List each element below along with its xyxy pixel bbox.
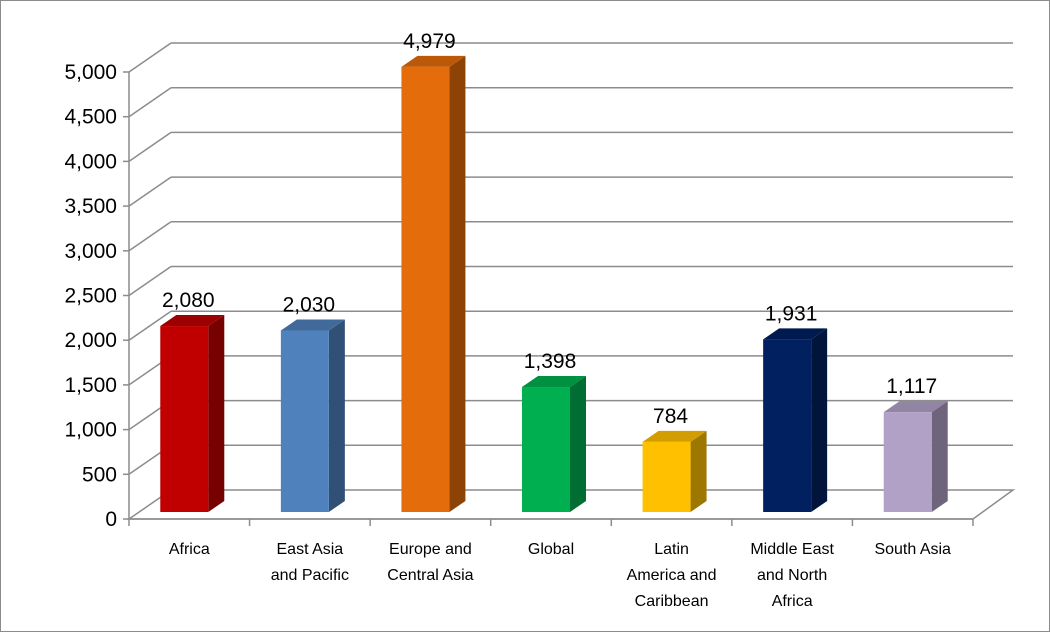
bar-side [208,315,225,512]
gridline-diag [128,176,172,207]
data-label: 784 [653,405,688,428]
x-tick-label-line: Caribbean [635,593,709,610]
y-tick-label: 4,500 [64,106,117,129]
x-tick-label: Latin America and Caribbean [627,541,717,610]
x-tick-label-line: Africa [169,541,210,558]
bar-front [160,326,209,512]
bar-top [642,430,707,442]
gridline-diag [128,131,172,163]
x-tick-label: Africa [169,541,210,558]
x-tick-label-line: South Asia [874,541,951,558]
bar-front [763,339,812,512]
bar [401,55,466,512]
gridline-diag [128,42,172,73]
gridline-diag [128,221,172,252]
x-tick-label-line: Latin [654,541,689,558]
bar-front [401,66,450,512]
bar-top [763,328,828,340]
gridline-diag [128,87,172,118]
y-tick-label: 3,000 [64,240,117,263]
data-label: 2,080 [162,289,215,312]
bar-side [811,328,828,512]
bar-side [931,401,948,512]
bar-top [522,376,586,388]
y-tick-label: 500 [82,463,117,486]
data-label: 1,398 [524,350,577,373]
bar-side [690,430,707,512]
x-tick-label-line: Global [528,541,574,558]
bar-side [570,376,586,512]
bar [642,430,707,512]
y-tick-label: 1,000 [64,419,117,442]
x-tick-label: Global [528,541,574,558]
bar-front [883,412,932,512]
y-tick-label: 5,000 [64,61,117,84]
x-tick-label-line: Middle East [750,541,834,558]
y-tick-label: 4,000 [64,150,117,173]
bar-top [401,55,466,67]
gridline-diag [128,310,172,341]
bar-side [328,319,345,512]
data-label: 2,030 [283,294,336,317]
bar-front [280,330,329,512]
gridline-diag [128,265,172,297]
y-tick-label: 3,500 [64,195,117,218]
y-tick-label: 2,500 [64,285,117,308]
y-tick-label: 2,000 [64,329,117,352]
bar [280,319,345,512]
x-tick-label-line: and North [757,567,827,584]
bar [160,315,225,512]
x-tick-label: Middle East and North Africa [750,541,834,610]
y-tick-label: 1,500 [64,374,117,397]
x-tick-label-line: Central Asia [387,567,473,584]
bar [522,376,586,512]
x-tick-label: Europe and Central Asia [387,541,473,584]
x-tick-label: East Asia and Pacific [271,541,349,584]
data-label: 1,117 [886,375,937,398]
x-tick-label-line: America and [627,567,717,584]
data-label: 4,979 [403,30,456,53]
bar-front [642,441,691,512]
bar [883,401,948,512]
bar-front [522,387,570,512]
data-label: 1,931 [765,302,818,325]
bar [763,328,828,512]
y-tick-label: 0 [105,508,117,531]
bar-top [160,315,225,327]
x-tick-label: South Asia [874,541,951,558]
bar-top [280,319,345,331]
x-tick-label-line: and Pacific [271,567,349,584]
x-tick-label-line: East Asia [277,541,344,558]
x-tick-label-line: Africa [772,593,813,610]
bar-side [449,55,466,512]
bar-top [883,401,948,413]
x-tick-label-line: Europe and [389,541,472,558]
